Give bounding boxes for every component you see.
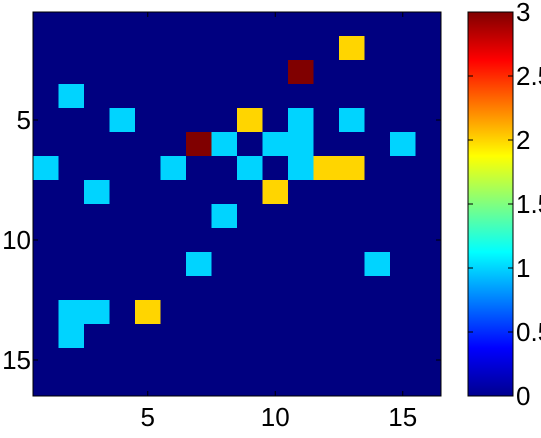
heatmap-cell bbox=[237, 108, 263, 132]
colorbar-tick-label: 1 bbox=[516, 253, 530, 283]
colorbar-gradient bbox=[468, 12, 513, 396]
heatmap-cell bbox=[339, 108, 365, 132]
heatmap-cells bbox=[33, 36, 416, 348]
x-tick-label: 5 bbox=[141, 402, 155, 432]
heatmap-cell bbox=[109, 108, 135, 132]
heatmap-cell bbox=[186, 132, 212, 156]
heatmap-cell bbox=[339, 156, 365, 180]
heatmap-cell bbox=[390, 132, 416, 156]
colorbar: 0 0.5 1 1.5 2 2.5 3 bbox=[467, 0, 541, 411]
heatmap-cell bbox=[58, 300, 84, 324]
heatmap-cell bbox=[58, 84, 84, 108]
colorbar-tick-label: 2.5 bbox=[516, 61, 541, 91]
heatmap-cell bbox=[237, 156, 263, 180]
colorbar-tick-label: 3 bbox=[516, 0, 530, 27]
heatmap-cell bbox=[288, 108, 314, 132]
heatmap-cell bbox=[262, 132, 288, 156]
heatmap-cell bbox=[288, 156, 314, 180]
heatmap-cell bbox=[58, 324, 84, 348]
colorbar-tick-label: 1.5 bbox=[516, 189, 541, 219]
heatmap-cell bbox=[84, 180, 110, 204]
heatmap-cell bbox=[339, 36, 365, 60]
x-axis-ticks: 5 10 15 bbox=[141, 12, 417, 432]
heatmap-cell bbox=[211, 204, 237, 228]
heatmap-cell bbox=[160, 156, 186, 180]
y-tick-label: 15 bbox=[2, 345, 31, 375]
heatmap-cell bbox=[262, 180, 288, 204]
heatmap-cell bbox=[211, 132, 237, 156]
heatmap-cell bbox=[313, 156, 339, 180]
plot-frame bbox=[32, 11, 442, 397]
colorbar-tick-label: 2 bbox=[516, 125, 530, 155]
heatmap-cell bbox=[186, 252, 212, 276]
x-tick-label: 10 bbox=[261, 402, 290, 432]
colorbar-tick-label: 0 bbox=[516, 381, 530, 411]
x-tick-label: 15 bbox=[388, 402, 417, 432]
heatmap-cell bbox=[33, 156, 59, 180]
heatmap-cell bbox=[84, 300, 110, 324]
heatmap-cell bbox=[288, 60, 314, 84]
heatmap-cell bbox=[364, 252, 390, 276]
y-tick-label: 10 bbox=[2, 225, 31, 255]
heatmap-cell bbox=[288, 132, 314, 156]
y-axis-ticks: 5 10 15 bbox=[2, 105, 441, 375]
y-tick-label: 5 bbox=[17, 105, 31, 135]
colorbar-tick-label: 0.5 bbox=[516, 317, 541, 347]
heatmap-cell bbox=[135, 300, 161, 324]
